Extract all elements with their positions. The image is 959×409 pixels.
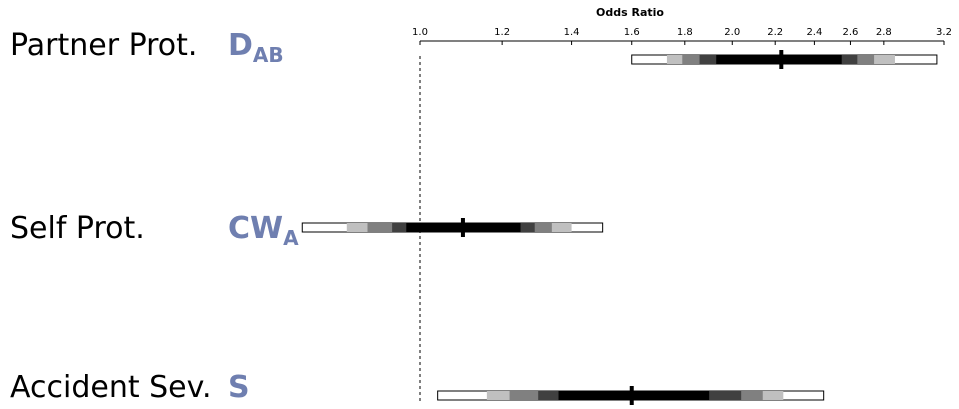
interval-band <box>558 391 710 400</box>
row-code-partner-prot: DAB <box>228 28 284 67</box>
row-code-main: CW <box>228 211 284 246</box>
row-label-self-prot: Self Prot. <box>10 211 145 246</box>
row-code-subscript: AB <box>252 43 284 67</box>
x-tick-label: 1.0 <box>412 27 428 38</box>
estimate-marker <box>629 386 634 405</box>
row-code-subscript: A <box>283 226 299 250</box>
x-tick-label: 2.0 <box>724 27 740 38</box>
x-tick-label: 1.4 <box>564 27 580 38</box>
x-tick-label: 3.2 <box>936 27 952 38</box>
x-tick-label: 1.2 <box>494 27 510 38</box>
x-tick-label: 2.2 <box>767 27 783 38</box>
x-tick-label: 2.6 <box>843 27 859 38</box>
axis-title: Odds Ratio <box>596 6 664 19</box>
row-code-accident-sev: S <box>228 370 250 409</box>
estimate-marker <box>779 50 784 69</box>
row-label-accident-sev: Accident Sev. <box>10 370 212 405</box>
x-tick-label: 1.8 <box>677 27 693 38</box>
row-code-main: S <box>228 370 250 405</box>
row-code-main: D <box>228 28 253 63</box>
interval-band <box>716 55 842 64</box>
estimate-marker <box>460 218 465 237</box>
x-tick-label: 2.4 <box>806 27 822 38</box>
x-tick-label: 1.6 <box>624 27 640 38</box>
row-code-self-prot: CWA <box>228 211 299 250</box>
row-label-partner-prot: Partner Prot. <box>10 28 198 63</box>
x-tick-label: 2.8 <box>876 27 892 38</box>
